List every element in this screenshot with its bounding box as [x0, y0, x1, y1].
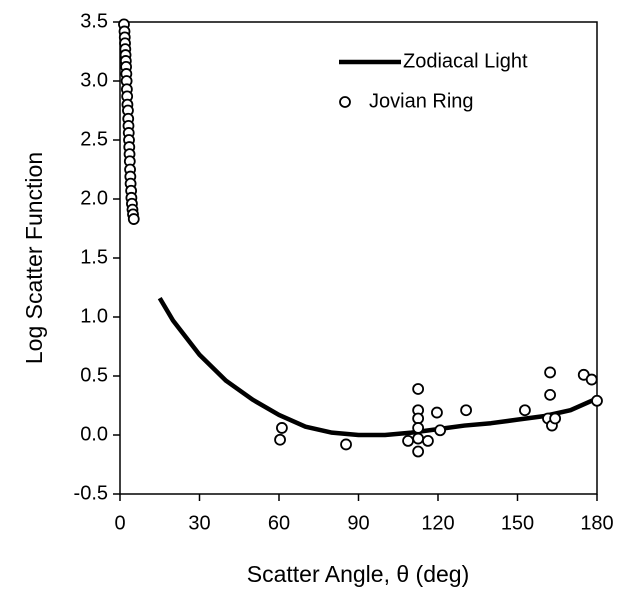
marker — [412, 422, 425, 434]
y-tick-label: 2.0 — [80, 187, 108, 209]
marker — [412, 412, 425, 425]
marker — [460, 404, 472, 417]
marker — [422, 434, 434, 447]
y-tick-label: 2.5 — [80, 128, 108, 150]
marker — [412, 445, 425, 458]
marker — [585, 373, 598, 386]
marker — [274, 433, 286, 446]
marker — [412, 432, 425, 445]
x-tick-label: 60 — [268, 512, 290, 534]
legend-swatch — [339, 96, 351, 108]
legend-label: Zodiacal Light — [403, 50, 528, 72]
y-tick-label: -0.5 — [74, 482, 108, 504]
x-tick-label: 30 — [188, 512, 210, 534]
marker — [340, 438, 352, 451]
x-tick-label: 150 — [501, 512, 534, 534]
line — [157, 296, 598, 438]
y-tick-label: 3.0 — [80, 69, 108, 91]
marker — [434, 424, 447, 437]
marker — [519, 404, 531, 417]
marker — [276, 422, 288, 434]
x-tick-label: 180 — [580, 512, 613, 534]
y-tick-label: 0.0 — [80, 423, 108, 445]
y-tick-label: 0.5 — [80, 364, 108, 386]
marker — [127, 213, 140, 225]
x-axis-title: Scatter Angle, θ (deg) — [247, 561, 469, 587]
y-tick-label: 1.0 — [80, 305, 108, 327]
marker — [402, 434, 414, 447]
x-tick-label: 0 — [114, 512, 125, 534]
x-tick-label: 120 — [421, 512, 454, 534]
plot-frame — [119, 21, 598, 495]
marker — [412, 383, 425, 395]
marker — [431, 406, 443, 419]
marker — [591, 394, 603, 407]
marker — [544, 366, 556, 379]
y-tick-label: 1.5 — [80, 246, 108, 268]
legend-label: Jovian Ring — [369, 90, 474, 112]
marker — [549, 412, 562, 425]
x-tick-label: 90 — [347, 512, 369, 534]
y-tick-label: 3.5 — [80, 10, 108, 32]
marker — [544, 388, 556, 401]
y-axis-title: Log Scatter Function — [21, 152, 47, 364]
